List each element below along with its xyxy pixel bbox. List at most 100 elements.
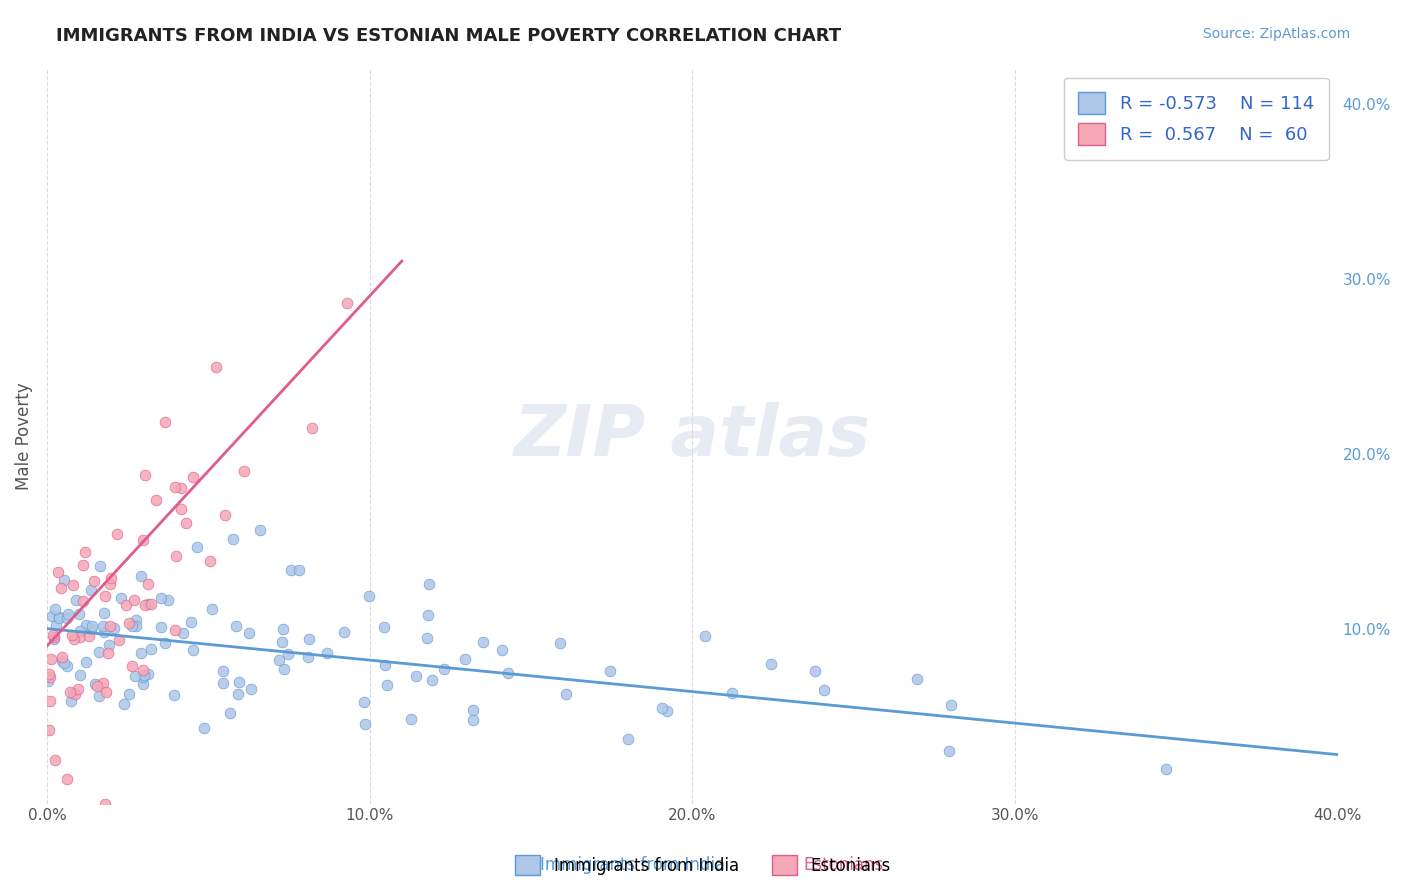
Point (39, 652, 62, 666)
Point (225, 619, 247, 633)
Point (56, 611, 79, 625)
Point (114, 598, 136, 612)
Point (228, 675, 250, 690)
Point (42, 632, 65, 646)
Point (405, 669, 427, 683)
Point (56, 607, 79, 621)
Point (122, 593, 145, 607)
Point (69, 630, 91, 644)
Point (63, 632, 86, 647)
Point (163, 688, 186, 702)
Point (170, 481, 193, 495)
Point (375, 678, 398, 692)
Point (288, 563, 311, 577)
Point (125, 613, 148, 627)
Point (62, 578, 84, 592)
Point (82, 619, 104, 633)
Point (219, 706, 242, 720)
Point (105, 527, 128, 541)
Point (59, 694, 82, 708)
Point (91, 619, 114, 633)
Point (399, 712, 422, 726)
Y-axis label: Male Poverty: Male Poverty (15, 383, 32, 490)
Point (180, 615, 202, 629)
Point (93, 624, 115, 639)
Point (42, 628, 65, 642)
Point (55, 772, 77, 787)
Point (336, 296, 359, 310)
Point (60, 627, 83, 641)
Point (433, 661, 456, 675)
Point (813, 683, 835, 698)
Point (226, 687, 249, 701)
Point (271, 622, 294, 636)
Point (132, 670, 155, 684)
Point (655, 704, 678, 718)
Text: Immigrants from India: Immigrants from India (540, 856, 725, 874)
Point (153, 636, 176, 650)
Point (75, 655, 97, 669)
Point (548, 636, 571, 650)
Point (145, 492, 167, 507)
Point (472, 635, 495, 649)
Point (72, 558, 94, 572)
Point (454, 652, 477, 666)
Point (759, 657, 782, 671)
Point (132, 533, 155, 547)
Point (91, 676, 114, 690)
Point (38, 667, 60, 681)
Point (97, 646, 120, 660)
Point (301, 421, 323, 435)
Point (211, 676, 233, 690)
Point (37, 673, 59, 688)
Point (103, 621, 125, 635)
Point (132, 663, 155, 677)
Point (108, 632, 131, 647)
Point (84, 677, 107, 691)
Point (222, 532, 245, 546)
Point (59, 685, 82, 699)
Point (44, 753, 66, 767)
Point (79, 622, 101, 636)
Point (1154, 762, 1177, 776)
Point (267, 652, 290, 666)
Point (93, 797, 115, 811)
Point (373, 657, 395, 672)
Point (41, 609, 63, 624)
Point (112, 697, 135, 711)
Point (803, 664, 825, 678)
Point (277, 647, 299, 661)
Point (42, 630, 65, 644)
Point (83, 574, 105, 588)
Point (617, 732, 640, 747)
Point (461, 713, 484, 727)
Point (165, 549, 187, 564)
Point (118, 615, 141, 630)
Point (496, 666, 519, 681)
Point (240, 681, 263, 696)
Point (65, 593, 87, 607)
Point (463, 703, 485, 717)
Point (69, 668, 91, 682)
Point (63, 687, 86, 701)
Point (62, 685, 84, 699)
Point (155, 415, 177, 429)
Point (44, 601, 66, 615)
Point (98, 619, 121, 633)
Point (72, 594, 94, 608)
Point (491, 643, 513, 657)
Point (201, 601, 224, 615)
Point (280, 563, 302, 577)
Point (48, 611, 70, 625)
Point (51, 654, 73, 668)
Point (138, 597, 160, 611)
Text: Source: ZipAtlas.com: Source: ZipAtlas.com (1202, 27, 1350, 41)
Point (416, 608, 439, 623)
Point (149, 620, 172, 634)
Point (353, 716, 375, 731)
Point (89, 645, 111, 659)
Point (52, 657, 75, 671)
Point (163, 623, 186, 637)
Point (129, 569, 152, 583)
Point (941, 698, 963, 713)
